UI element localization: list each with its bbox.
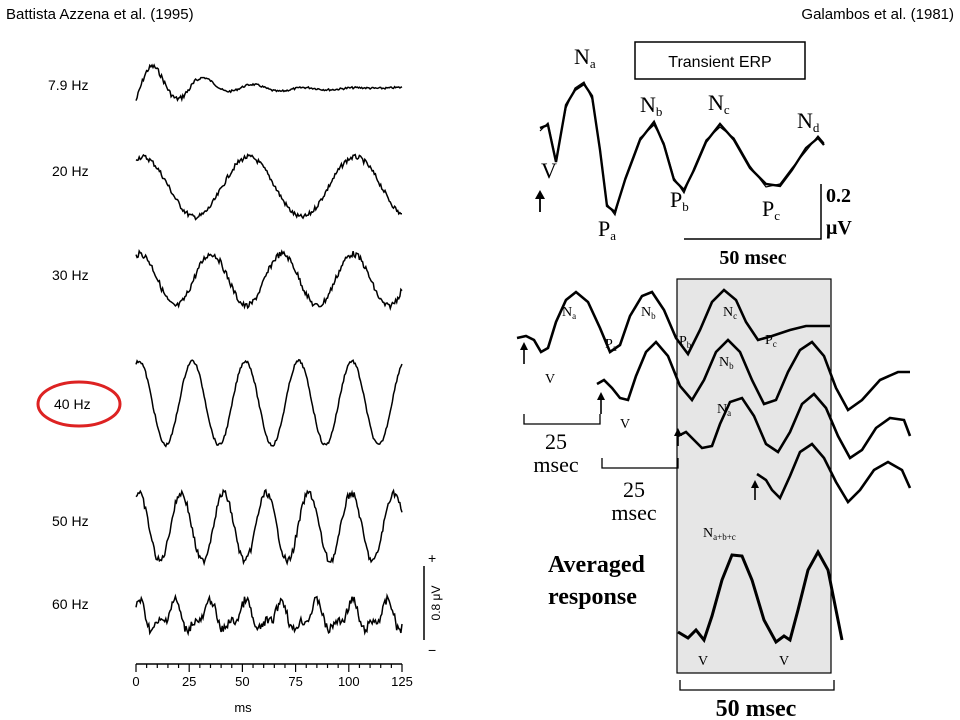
right-citation: Galambos et al. (1981) bbox=[801, 6, 954, 23]
shaded-window bbox=[676, 278, 832, 674]
transient-scale-unit: μV bbox=[826, 217, 852, 239]
rate-label-30hz: 30 Hz bbox=[52, 267, 89, 283]
left-citation: Battista Azzena et al. (1995) bbox=[6, 6, 194, 23]
x-tick-label: 50 bbox=[235, 674, 249, 689]
x-tick-label: 0 bbox=[132, 674, 139, 689]
shifted-trace-1 bbox=[516, 288, 830, 357]
bar-25-1-value: 25 bbox=[545, 429, 567, 454]
x-tick-label: 25 bbox=[182, 674, 196, 689]
rate-label-7.9hz: 7.9 Hz bbox=[48, 77, 88, 93]
rate-label-60hz: 60 Hz bbox=[52, 596, 89, 612]
averaged-label-1: Averaged bbox=[548, 552, 646, 578]
rate-label-50hz: 50 Hz bbox=[52, 513, 89, 529]
scale-minus: − bbox=[428, 642, 436, 658]
peak-na: Na bbox=[574, 44, 596, 71]
peak-nb: Nb bbox=[640, 92, 662, 119]
svg-text:Na: Na bbox=[717, 402, 731, 418]
svg-text:Nb: Nb bbox=[641, 305, 656, 321]
shifted-trace-3 bbox=[677, 392, 912, 505]
peak-pc: Pc bbox=[762, 196, 780, 223]
svg-text:Pa: Pa bbox=[605, 337, 617, 353]
stimulus-arrowhead bbox=[535, 190, 545, 199]
transient-erp-panel: Transient ERP Na Nb Nc Nd V Pa Pb Pc 0.2… bbox=[535, 41, 852, 269]
bar-25-1-unit: msec bbox=[533, 452, 578, 477]
peak-v: V bbox=[541, 158, 557, 183]
left-ssr-panel: 7.9 Hz 20 Hz 30 Hz 40 Hz 50 Hz 60 Hz 0 25 50 75 1… bbox=[36, 63, 443, 715]
svg-text:Pb: Pb bbox=[679, 334, 692, 350]
rate-label-20hz: 20 Hz bbox=[52, 163, 89, 179]
svg-text:V: V bbox=[779, 654, 789, 669]
peak-nd: Nd bbox=[797, 108, 820, 135]
bar-25-1 bbox=[523, 414, 601, 425]
trace-30hz bbox=[135, 249, 403, 312]
transient-time-bar-label: 50 msec bbox=[719, 247, 786, 269]
x-tick-label: 125 bbox=[391, 674, 413, 689]
peak-labels: Na Nb Nc Nd V Pa Pb Pc bbox=[541, 44, 820, 243]
scale-bar-label: 0.8 μV bbox=[429, 586, 443, 621]
rate-label-40hz: 40 Hz bbox=[54, 396, 91, 412]
peak-nc: Nc bbox=[708, 90, 730, 117]
svg-text:V: V bbox=[545, 372, 555, 387]
bar-25-2-value: 25 bbox=[623, 477, 645, 502]
left-traces bbox=[135, 63, 403, 637]
x-tick-label: 100 bbox=[338, 674, 360, 689]
transient-scale-value: 0.2 bbox=[826, 185, 851, 207]
transient-erp-label: Transient ERP bbox=[668, 54, 771, 71]
highlight-ellipse bbox=[36, 380, 122, 428]
svg-text:Na: Na bbox=[562, 305, 576, 321]
svg-text:Na+b+c: Na+b+c bbox=[703, 526, 736, 542]
bar-25-2-unit: msec bbox=[611, 500, 656, 525]
trace-40hz bbox=[135, 358, 403, 448]
svg-text:V: V bbox=[620, 417, 630, 432]
shifted-trace-2 bbox=[596, 338, 910, 412]
trace-50hz bbox=[135, 488, 403, 567]
stimulus-arrows bbox=[520, 342, 759, 500]
trace-20hz bbox=[135, 153, 402, 221]
x-tick-marks bbox=[135, 664, 403, 672]
peak-pa: Pa bbox=[598, 216, 616, 243]
steady-state-panel: Na Nb Nc Nb Na Pa Pb Pc V V V V Na+b+c 2… bbox=[516, 278, 912, 720]
transient-erp-box bbox=[634, 41, 806, 80]
scale-plus: + bbox=[428, 550, 436, 566]
bar-50-label: 50 msec bbox=[716, 696, 797, 720]
svg-text:V: V bbox=[698, 654, 708, 669]
bar-25-2 bbox=[601, 458, 679, 469]
transient-erp-trace-overlay bbox=[539, 81, 825, 217]
svg-text:Nb: Nb bbox=[719, 355, 734, 371]
peak-pb: Pb bbox=[670, 187, 689, 214]
svg-text:Pc: Pc bbox=[765, 333, 777, 349]
x-tick-labels: 0 25 50 75 100 125 bbox=[132, 674, 412, 689]
x-tick-label: 75 bbox=[288, 674, 302, 689]
averaged-trace bbox=[677, 548, 844, 645]
x-axis-label: ms bbox=[234, 700, 252, 715]
averaged-label-2: response bbox=[548, 584, 637, 610]
svg-text:Nc: Nc bbox=[723, 305, 737, 321]
left-rate-labels: 7.9 Hz 20 Hz 30 Hz 40 Hz 50 Hz 60 Hz bbox=[48, 77, 91, 612]
trace-7.9hz bbox=[135, 63, 403, 103]
trace-60hz bbox=[135, 592, 403, 637]
transient-scale-bar bbox=[684, 184, 822, 240]
bar-50 bbox=[679, 680, 835, 691]
trace-labels: Na Nb Nc Nb Na Pa Pb Pc V V V V Na+b+c bbox=[545, 305, 789, 669]
